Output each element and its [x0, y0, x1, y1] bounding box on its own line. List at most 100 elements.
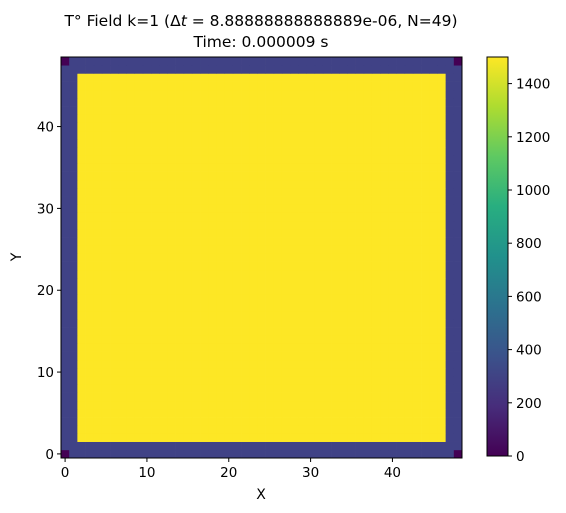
heatmap-cell — [298, 138, 307, 148]
heatmap-cell — [183, 318, 193, 328]
heatmap-cell — [167, 89, 176, 99]
heatmap-cell — [200, 376, 209, 385]
heatmap-cell — [200, 81, 209, 91]
heatmap-cell — [298, 425, 307, 434]
heatmap-cell — [363, 89, 373, 99]
heatmap-cell — [183, 310, 193, 320]
heatmap-cell — [453, 114, 463, 123]
heatmap-cell — [249, 367, 258, 377]
heatmap-cell — [412, 179, 422, 189]
heatmap-cell — [306, 228, 316, 238]
heatmap-cell — [331, 253, 340, 262]
heatmap-cell — [445, 433, 455, 442]
heatmap-cell — [380, 302, 389, 312]
heatmap-cell — [208, 343, 217, 352]
heatmap-cell — [421, 286, 430, 295]
heatmap-cell — [445, 147, 455, 156]
heatmap-cell — [200, 179, 209, 189]
heatmap-cell — [453, 89, 463, 99]
heatmap-cell — [93, 212, 103, 222]
heatmap-cell — [183, 97, 193, 107]
colorbar-tick-label: 600 — [516, 289, 542, 305]
heatmap-cell — [322, 57, 332, 66]
heatmap-cell — [93, 57, 103, 66]
heatmap-cell — [77, 294, 86, 303]
plot-frame — [60, 56, 463, 459]
heatmap-cell — [290, 408, 299, 418]
heatmap-cell — [265, 138, 275, 148]
heatmap-cell — [93, 335, 103, 344]
heatmap-cell — [208, 327, 217, 336]
heatmap-cell — [134, 417, 144, 426]
heatmap-cell — [77, 163, 86, 172]
heatmap-cell — [232, 187, 242, 197]
heatmap-cell — [257, 335, 266, 344]
heatmap-cell — [93, 97, 103, 107]
heatmap-cell — [339, 130, 348, 140]
heatmap-cell — [371, 310, 381, 320]
heatmap-cell — [183, 81, 193, 91]
heatmap-cell — [437, 286, 446, 295]
heatmap-cell — [273, 89, 283, 99]
heatmap-cell — [151, 81, 160, 91]
heatmap-cell — [257, 376, 266, 385]
heatmap-cell — [224, 392, 234, 402]
heatmap-cell — [134, 433, 144, 442]
heatmap-cell — [445, 171, 455, 181]
heatmap-cell — [421, 163, 430, 172]
heatmap-cell — [61, 277, 70, 287]
heatmap-cell — [69, 106, 78, 115]
heatmap-cell — [355, 367, 365, 377]
heatmap-cell — [421, 327, 430, 336]
heatmap-cell — [281, 261, 291, 271]
heatmap-cell — [388, 269, 397, 279]
heatmap-cell — [453, 171, 463, 181]
heatmap-cell — [331, 335, 340, 344]
heatmap-cell — [388, 57, 397, 66]
heatmap-cell — [347, 449, 356, 459]
heatmap-cell — [412, 269, 422, 279]
heatmap-cell — [281, 228, 291, 238]
heatmap-cell — [347, 351, 356, 361]
heatmap-cell — [200, 335, 209, 344]
heatmap-cell — [290, 196, 299, 205]
heatmap-cell — [298, 163, 307, 172]
heatmap-cell — [126, 441, 136, 451]
heatmap-cell — [183, 367, 193, 377]
heatmap-cell — [273, 97, 283, 107]
heatmap-cell — [134, 212, 144, 222]
heatmap-cell — [281, 384, 291, 393]
heatmap-cell — [110, 376, 119, 385]
heatmap-cell — [241, 65, 250, 74]
heatmap-cell — [273, 335, 283, 344]
heatmap-cell — [404, 400, 414, 410]
heatmap-cell — [363, 318, 373, 328]
heatmap-cell — [412, 138, 422, 148]
heatmap-cell — [388, 343, 397, 352]
heatmap-cell — [396, 73, 406, 82]
heatmap-cell — [101, 89, 111, 99]
heatmap-cell — [232, 351, 242, 361]
heatmap-cell — [453, 237, 463, 246]
heatmap-cell — [232, 302, 242, 312]
heatmap-cell — [134, 130, 144, 140]
heatmap-cell — [85, 81, 95, 91]
heatmap-cell — [134, 245, 144, 254]
heatmap-cell — [314, 57, 324, 66]
heatmap-cell — [175, 73, 185, 82]
heatmap-cell — [265, 196, 275, 205]
heatmap-cell — [306, 204, 316, 213]
heatmap-cell — [429, 122, 438, 132]
heatmap-cell — [200, 245, 209, 254]
heatmap-cell — [412, 310, 422, 320]
heatmap-cell — [101, 343, 111, 352]
heatmap-cell — [110, 261, 119, 271]
heatmap-cell — [396, 310, 406, 320]
heatmap-cell — [298, 318, 307, 328]
heatmap-cell — [118, 351, 127, 361]
heatmap-cell — [290, 237, 299, 246]
heatmap-cell — [396, 130, 406, 140]
heatmap-cell — [412, 286, 422, 295]
heatmap-cell — [396, 122, 406, 132]
heatmap-cell — [77, 212, 86, 222]
